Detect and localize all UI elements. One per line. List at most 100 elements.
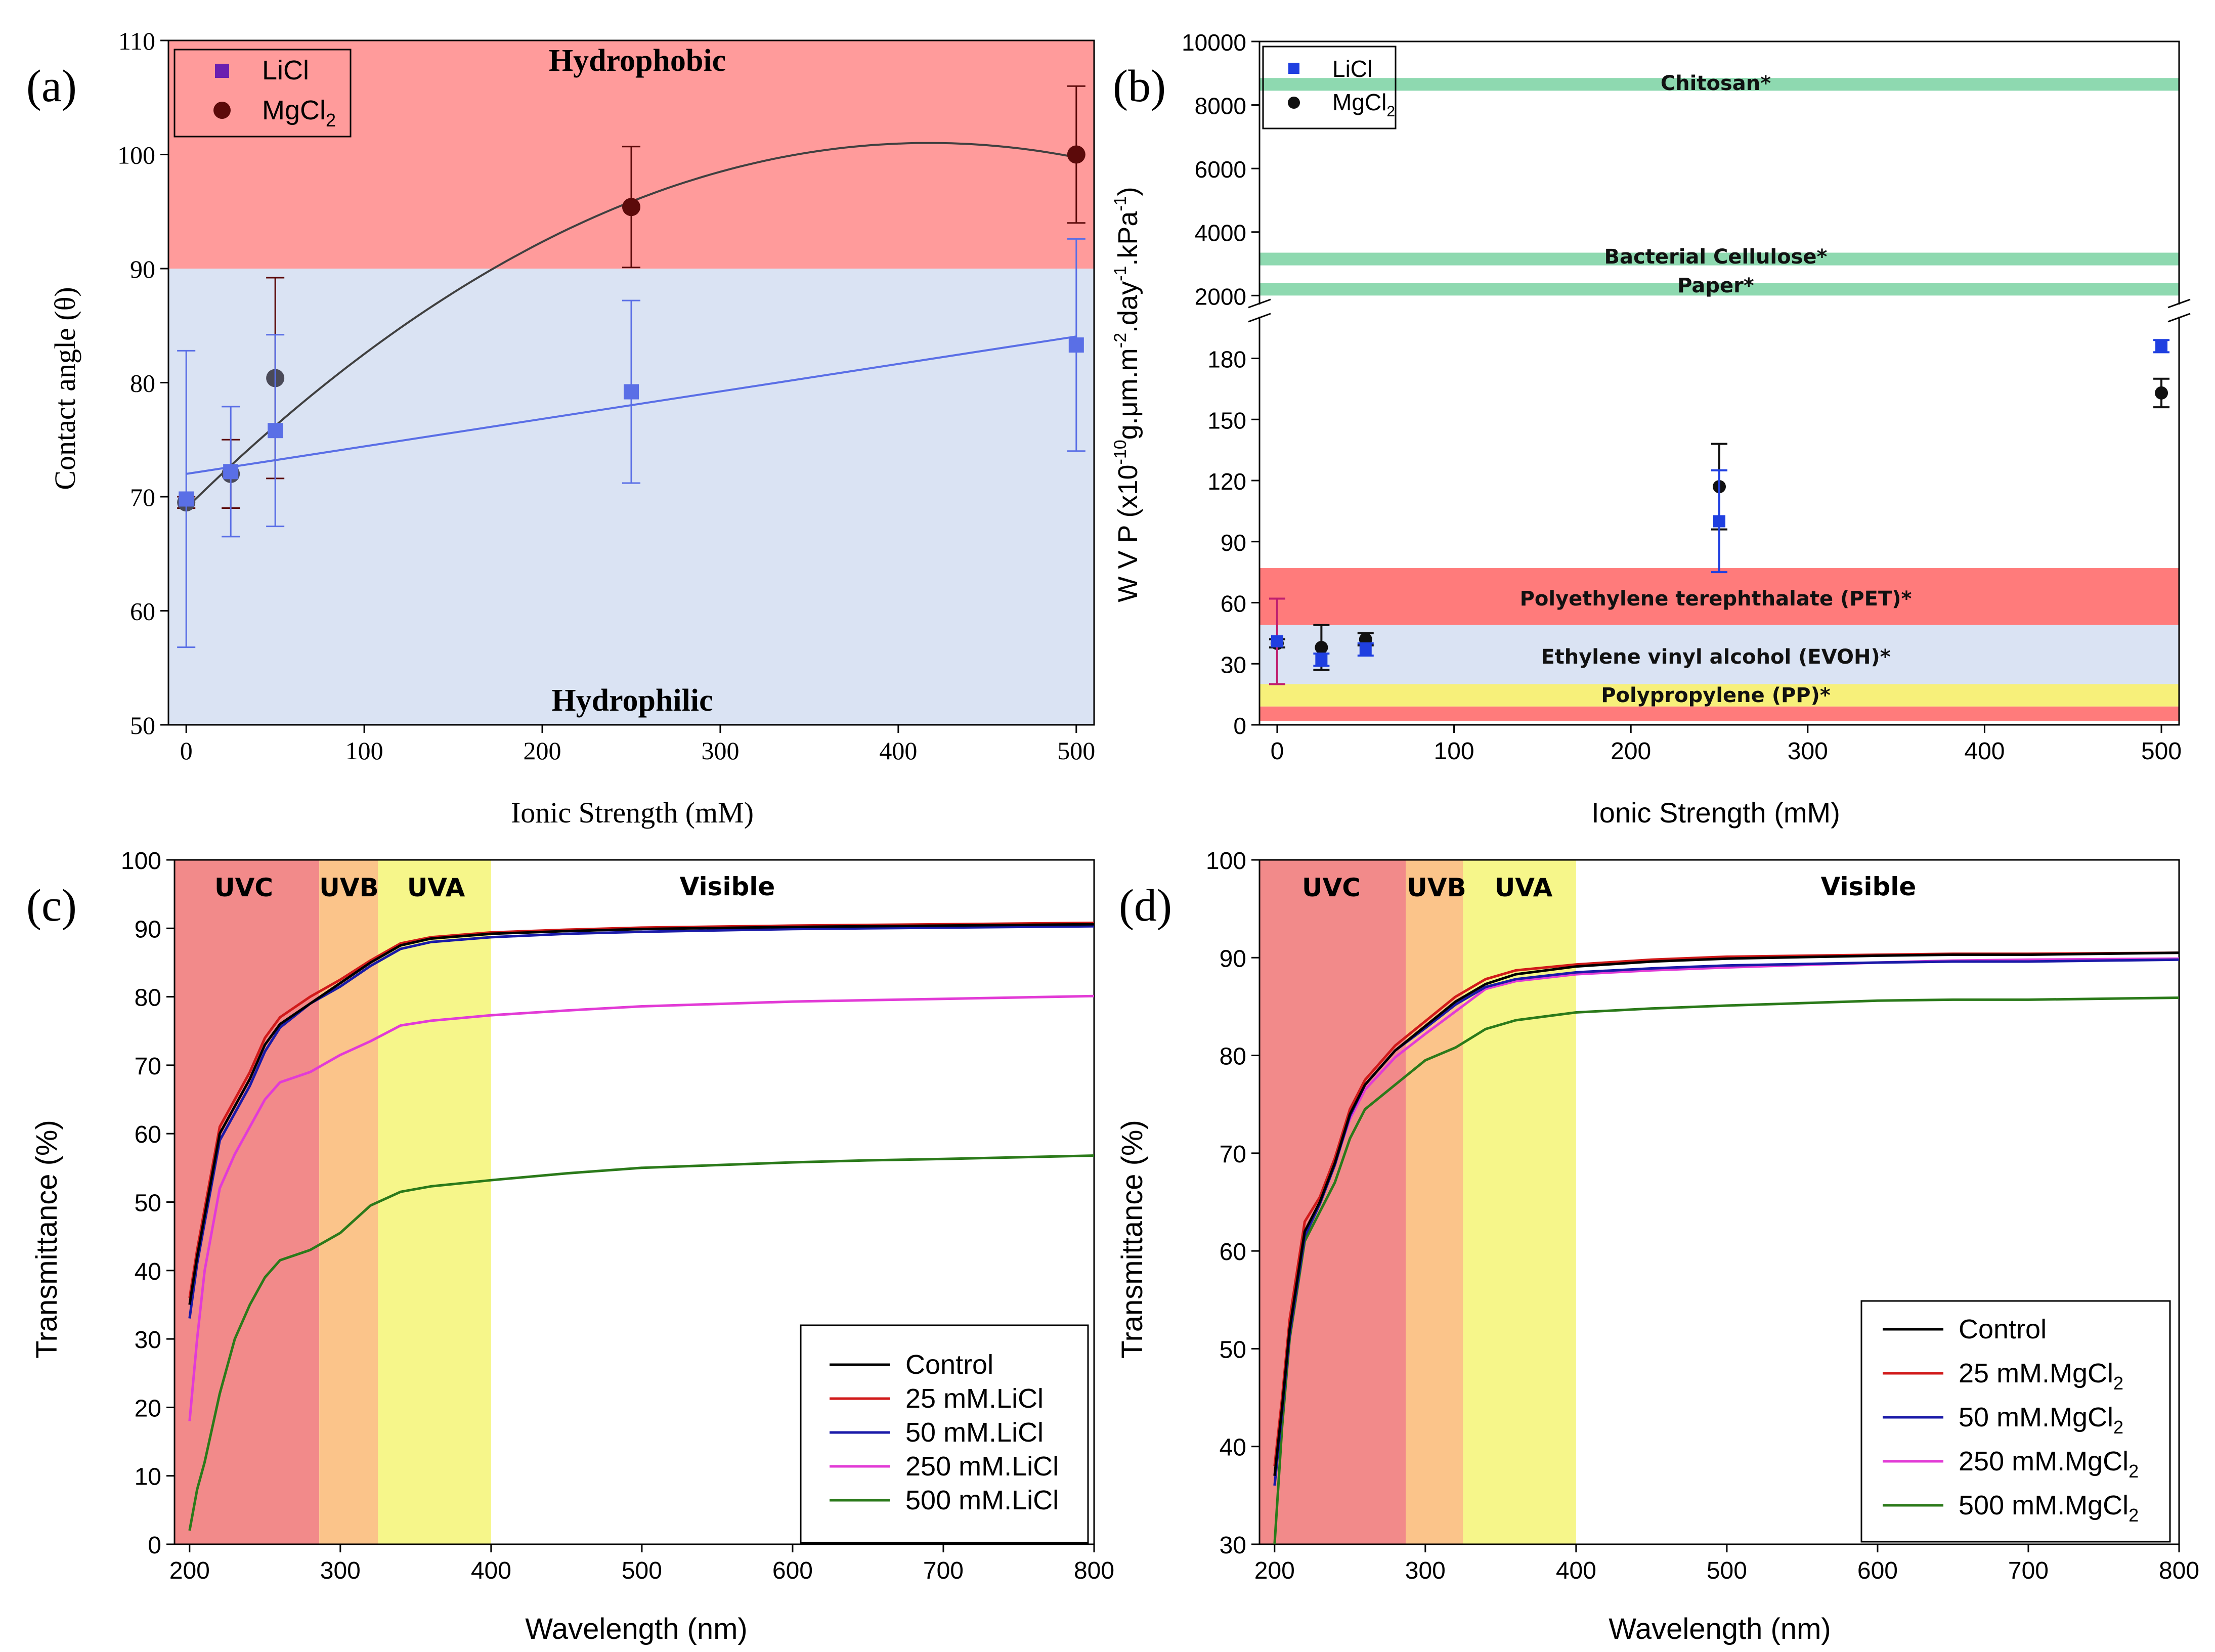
panel-c-transmittance-licl: 200 300 400 500 600 700 800 0 10 20 30 40 50 60 70 80 90… [26,848,1114,1645]
panel-d-x-axis-label: Wavelength (nm) [1609,1613,1831,1645]
c-x-tick-label-300: 300 [320,1557,361,1584]
mgcl2-point [1067,145,1085,164]
d-y-tick-label-90: 90 [1220,945,1246,972]
c-x-tick-label-200: 200 [169,1557,210,1584]
panel-c-region-uvc: UVC [214,873,273,902]
panel-b-legend-label-licl: LiCl [1332,56,1372,82]
panel-a-region-label-hydrophobic: Hydrophobic [549,44,726,78]
legend-text: 50 mM.MgCl [1959,1402,2113,1432]
panel-d-y-axis-label: Transmittance (%) [1116,1120,1149,1359]
c-x-tick-label-600: 600 [772,1557,813,1584]
panel-a-label: (a) [26,61,77,111]
legend-text: 500 mM.LiCl [905,1485,1059,1515]
region-uvc [175,860,320,1544]
a-x-tick-label-100: 100 [345,736,383,765]
legend-subscript: 2 [2129,1461,2139,1482]
panel-c-x-axis-label: Wavelength (nm) [525,1613,747,1645]
mgcl2-point [1315,641,1328,655]
d-y-tick-label-60: 60 [1220,1239,1246,1266]
band-label-bacterial-cellulose: Bacterial Cellulose* [1604,245,1828,269]
c-y-tick-label-80: 80 [135,985,161,1012]
panel-c-region-uva: UVA [407,873,465,902]
c-y-tick-label-60: 60 [135,1121,161,1148]
legend-text: 250 mM.LiCl [905,1451,1059,1482]
licl-point [1359,643,1372,656]
panel-a-y-axis-label: Contact angle (θ) [49,287,81,490]
legend-text: 25 mM.LiCl [905,1383,1044,1414]
panel-c-region-uvb: UVB [319,873,378,902]
licl-point [1068,337,1084,353]
panel-a-axis-ticks: 0 100 200 300 400 500 50 60 70 80 90 100 110 [117,27,1095,765]
c-y-tick-label-10: 10 [135,1464,161,1491]
panel-a-x-axis-label: Ionic Strength (mM) [511,796,754,829]
c-y-tick-label-50: 50 [135,1190,161,1217]
b-x-tick-label-0: 0 [1271,738,1284,765]
a-y-tick-label-50: 50 [130,711,155,740]
band-label-evoh: Ethylene vinyl alcohol (EVOH)* [1541,645,1890,669]
series-line-2 [1273,958,2180,1486]
panel-d-transmittance-mgcl2: 200 300 400 500 600 700 800 30 40 50 60 70 80 90 100 U… [1116,848,2199,1645]
region-uvc [1259,860,1406,1544]
reference-band [1259,78,2179,91]
reference-band [1259,706,2179,721]
reference-band [1259,625,2179,684]
series-line-0 [188,923,1095,1305]
panel-d-region-visible: Visible [1821,872,1917,901]
series-line-2 [188,925,1095,1319]
panel-d-legend-box [1860,1300,2171,1543]
panel-c-region-labels: UVC UVB UVA Visible [214,872,775,902]
b-y-tick-label-180: 180 [1207,346,1246,373]
b-y-tick-label-150: 150 [1207,407,1246,433]
reference-band [1259,684,2179,707]
panel-b-wvp: 0 100 200 300 400 500 2000 4000 6000 8000 10000 0 30… [1111,29,2191,829]
panel-c-region-visible: Visible [680,872,775,901]
b-y-tick-label-30: 30 [1221,651,1246,678]
a-x-tick-label-0: 0 [180,736,193,765]
b-x-tick-label-100: 100 [1434,738,1474,765]
d-x-tick-label-700: 700 [2008,1557,2049,1584]
a-y-tick-label-100: 100 [117,141,155,169]
c-y-tick-label-40: 40 [135,1258,161,1285]
reference-band [1259,568,2179,625]
legend-label-3: 250 mM.MgCl2 [1959,1446,2139,1482]
d-x-tick-label-300: 300 [1405,1557,1446,1584]
legend-text: Control [1959,1314,2047,1344]
b-y-tick-label-4000: 4000 [1195,220,1246,246]
a-y-tick-label-80: 80 [130,369,155,398]
panel-d-spectral-regions [1259,860,1576,1544]
panel-b-legend-box [1262,46,1397,129]
legend-label-0: Control [1959,1314,2047,1344]
panel-d-region-labels: UVC UVB UVA Visible [1302,872,1916,902]
legend-subscript: 2 [2113,1373,2123,1394]
b-y-tick-label-10000: 10000 [1182,29,1246,56]
panel-b-data-points [1269,339,2170,685]
panel-d-region-uvc: UVC [1302,873,1361,902]
series-line-3 [188,994,1095,1421]
legend-label-0: Control [905,1350,993,1380]
panel-c-y-axis-label: Transmittance (%) [30,1120,63,1359]
panel-a-data-points [177,85,1085,648]
a-y-tick-label-90: 90 [130,255,155,283]
c-x-tick-label-700: 700 [923,1557,964,1584]
band-label-paper: Paper* [1677,274,1754,297]
panel-b-legend: LiCl MgCl2 [1262,46,1397,129]
licl-point [223,464,239,480]
band-label-chitosan: Chitosan* [1661,72,1771,95]
legend-subscript: 2 [2129,1505,2139,1526]
c-y-tick-label-0: 0 [148,1532,161,1559]
region-uvb [1406,860,1463,1544]
legend-text: 50 mM.LiCl [905,1417,1044,1448]
d-y-tick-label-100: 100 [1206,848,1246,875]
licl-point [2155,340,2168,353]
axis-break-mark [2167,313,2191,323]
series-line-4 [1273,996,2180,1545]
series-line-1 [188,922,1095,1298]
panel-b-legend-marker-licl [1288,63,1299,74]
axis-break-mark [1248,298,1271,309]
b-y-tick-label-0: 0 [1233,713,1246,739]
series-line-0 [1273,951,2180,1476]
axis-break-mark [2167,298,2191,309]
mgcl2-point [2155,386,2168,400]
reference-band [1259,283,2179,296]
